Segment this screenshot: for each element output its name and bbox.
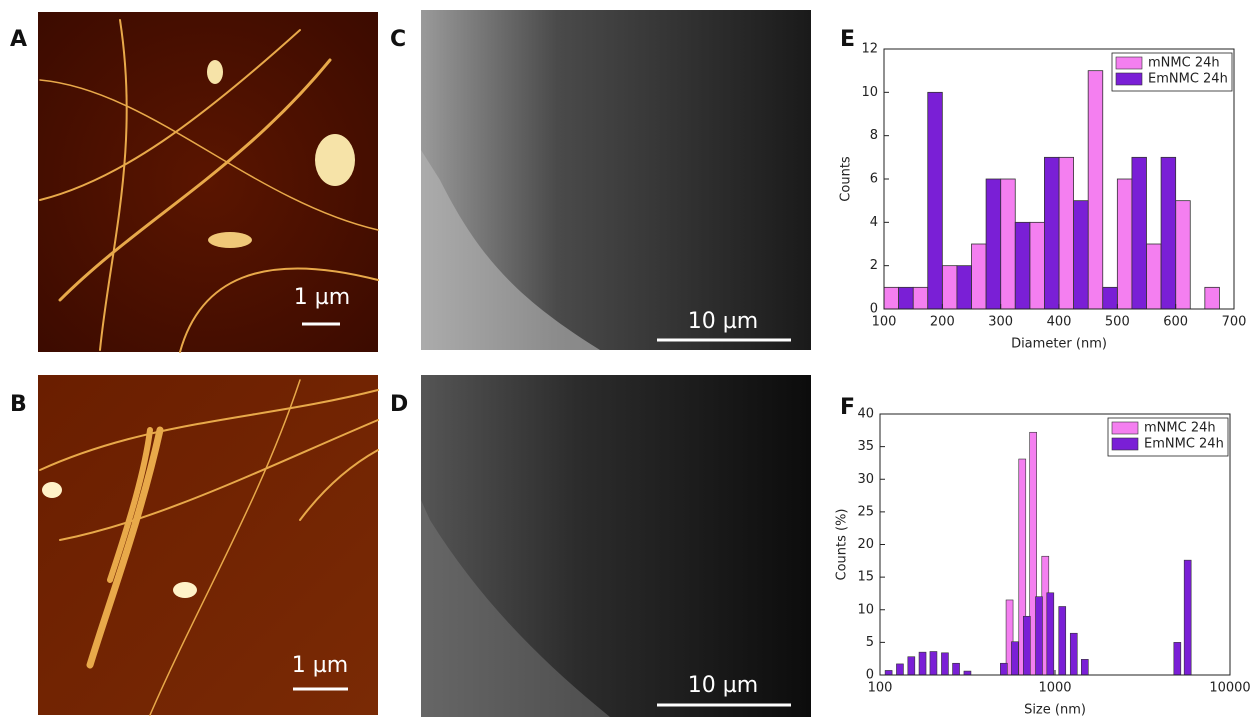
legend-label: EmNMC 24h [1144, 437, 1224, 452]
legend-label: EmNMC 24h [1148, 72, 1228, 87]
bar [1074, 201, 1089, 309]
y-tick-label: 15 [857, 570, 874, 585]
x-tick-label: 700 [1222, 315, 1247, 330]
y-tick-label: 20 [857, 537, 874, 552]
bar [930, 652, 937, 675]
panel-label: F [840, 395, 855, 420]
y-axis-label: Counts [839, 156, 854, 202]
scale-bar-label: 1 µm [292, 653, 348, 678]
bar [884, 287, 899, 309]
bar [1059, 606, 1066, 675]
x-tick-label: 600 [1163, 315, 1188, 330]
x-tick-label: 10000 [1209, 681, 1250, 696]
panel-label: D [390, 392, 408, 417]
bar [1088, 71, 1103, 309]
bar [1001, 179, 1016, 309]
x-tick-label: 400 [1047, 315, 1072, 330]
y-tick-label: 40 [857, 407, 874, 422]
bar [1035, 597, 1042, 675]
x-tick-label: 1000 [1038, 681, 1071, 696]
bar [1023, 616, 1030, 675]
bar [986, 179, 1001, 309]
bar [899, 287, 914, 309]
bar [1103, 287, 1118, 309]
bar [1117, 179, 1132, 309]
y-tick-label: 8 [870, 128, 878, 143]
bar [1081, 659, 1088, 675]
bar [1205, 287, 1220, 309]
x-axis-label: Size (nm) [1024, 703, 1086, 718]
bar [1176, 201, 1191, 309]
y-tick-label: 10 [857, 602, 874, 617]
bar [885, 670, 892, 675]
bar [908, 657, 915, 675]
bar [1184, 560, 1191, 675]
bar [896, 664, 903, 675]
y-tick-label: 10 [861, 85, 878, 100]
y-tick-label: 5 [866, 635, 874, 650]
legend-label: mNMC 24h [1144, 421, 1216, 436]
y-tick-label: 12 [861, 42, 878, 57]
bar [1011, 642, 1018, 675]
panel-label: A [10, 27, 27, 52]
y-tick-label: 25 [857, 504, 874, 519]
y-tick-label: 35 [857, 439, 874, 454]
figure: A 1 µm B 1 µm C 10 µm D 10 µm E100200300… [0, 0, 1255, 727]
bar [941, 653, 948, 675]
scale-bar-label: 1 µm [294, 285, 350, 310]
y-tick-label: 30 [857, 472, 874, 487]
y-tick-label: 2 [870, 258, 878, 273]
bar [1147, 244, 1162, 309]
legend-swatch [1116, 73, 1142, 85]
bar [964, 671, 971, 675]
bar [953, 663, 960, 675]
bar [1000, 663, 1007, 675]
bar [942, 266, 957, 309]
y-tick-label: 4 [870, 215, 878, 230]
scale-bar-label: 10 µm [688, 673, 758, 698]
bar [1059, 157, 1074, 309]
x-axis-label: Diameter (nm) [1011, 337, 1107, 352]
bar [1161, 157, 1176, 309]
x-tick-label: 200 [930, 315, 955, 330]
x-tick-label: 300 [988, 315, 1013, 330]
bar [913, 287, 928, 309]
legend-swatch [1116, 57, 1142, 69]
bar [919, 652, 926, 675]
y-tick-label: 0 [866, 668, 874, 683]
panel-label: C [390, 27, 406, 52]
bar [972, 244, 987, 309]
bar [1132, 157, 1147, 309]
bar [1174, 642, 1181, 675]
bar [1015, 222, 1030, 309]
x-tick-label: 500 [1105, 315, 1130, 330]
y-tick-label: 0 [870, 302, 878, 317]
y-axis-label: Counts (%) [835, 508, 850, 580]
x-tick-label: 100 [868, 681, 893, 696]
legend-label: mNMC 24h [1148, 56, 1220, 71]
bar [1070, 633, 1077, 675]
panel-label: E [840, 27, 855, 52]
bar [957, 266, 972, 309]
bar [1030, 222, 1045, 309]
x-tick-label: 100 [872, 315, 897, 330]
bar [928, 92, 943, 309]
bar [1044, 157, 1059, 309]
legend-swatch [1112, 438, 1138, 450]
y-tick-label: 6 [870, 172, 878, 187]
legend-swatch [1112, 422, 1138, 434]
bar [1047, 593, 1054, 675]
panel-label: B [10, 392, 27, 417]
scale-bar-label: 10 µm [688, 309, 758, 334]
